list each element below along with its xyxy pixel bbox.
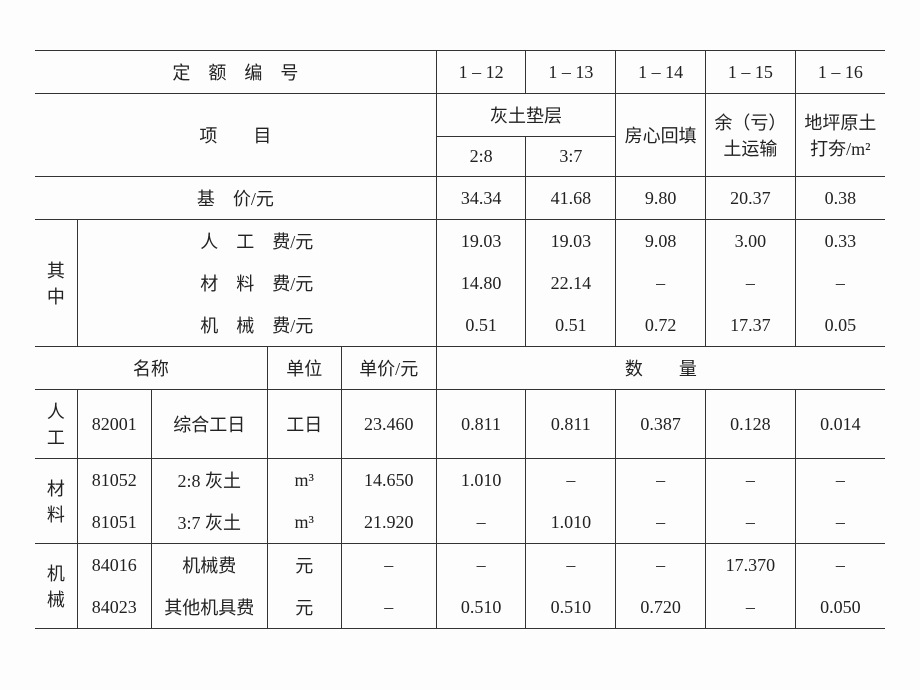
- surplus-soil: 余（亏）土运输: [705, 94, 795, 177]
- quota-num-label: 定 额 编 号: [35, 51, 436, 94]
- mat2-unit: m³: [267, 501, 341, 544]
- mach1-v2: –: [526, 544, 616, 587]
- material-fee-5: –: [795, 262, 885, 304]
- base-price-label: 基 价/元: [35, 177, 436, 220]
- mach2-name: 其他机具费: [151, 586, 267, 629]
- mat2-name: 3:7 灰土: [151, 501, 267, 544]
- labor-v3: 0.387: [616, 390, 706, 459]
- labor-name: 综合工日: [151, 390, 267, 459]
- mach1-v5: –: [795, 544, 885, 587]
- machine-fee-4: 17.37: [705, 304, 795, 347]
- mat2-price: 21.920: [341, 501, 436, 544]
- material-fee-2: 22.14: [526, 262, 616, 304]
- mat2-v2: 1.010: [526, 501, 616, 544]
- labor-price: 23.460: [341, 390, 436, 459]
- mach2-v3: 0.720: [616, 586, 706, 629]
- mach1-v1: –: [436, 544, 526, 587]
- code-3: 1 – 14: [616, 51, 706, 94]
- mat1-name: 2:8 灰土: [151, 459, 267, 502]
- mat2-code: 81051: [77, 501, 151, 544]
- ratio-37: 3:7: [526, 137, 616, 177]
- labor-cat: 人工: [35, 390, 77, 459]
- mach1-v3: –: [616, 544, 706, 587]
- mach1-code: 84016: [77, 544, 151, 587]
- mach1-name: 机械费: [151, 544, 267, 587]
- mach2-code: 84023: [77, 586, 151, 629]
- base-price-2: 41.68: [526, 177, 616, 220]
- mach2-v4: –: [705, 586, 795, 629]
- machine-fee-1: 0.51: [436, 304, 526, 347]
- quantity-header: 数 量: [436, 347, 885, 390]
- mat1-v2: –: [526, 459, 616, 502]
- labor-v2: 0.811: [526, 390, 616, 459]
- mach2-unit: 元: [267, 586, 341, 629]
- unit-price-header: 单价/元: [341, 347, 436, 390]
- name-header: 名称: [35, 347, 267, 390]
- quota-table: 定 额 编 号 1 – 12 1 – 13 1 – 14 1 – 15 1 – …: [35, 50, 885, 629]
- machine-fee-label: 机 械 费/元: [77, 304, 436, 347]
- base-price-3: 9.80: [616, 177, 706, 220]
- labor-v5: 0.014: [795, 390, 885, 459]
- labor-v4: 0.128: [705, 390, 795, 459]
- labor-fee-label: 人 工 费/元: [77, 220, 436, 263]
- machine-fee-5: 0.05: [795, 304, 885, 347]
- material-fee-3: –: [616, 262, 706, 304]
- project-label: 项 目: [35, 94, 436, 177]
- ground-tamping: 地坪原土打夯/m²: [795, 94, 885, 177]
- base-price-5: 0.38: [795, 177, 885, 220]
- mach1-price: –: [341, 544, 436, 587]
- base-price-1: 34.34: [436, 177, 526, 220]
- ratio-28: 2:8: [436, 137, 526, 177]
- code-1: 1 – 12: [436, 51, 526, 94]
- labor-fee-1: 19.03: [436, 220, 526, 263]
- machine-cat: 机械: [35, 544, 77, 629]
- mat1-unit: m³: [267, 459, 341, 502]
- labor-fee-4: 3.00: [705, 220, 795, 263]
- machine-fee-3: 0.72: [616, 304, 706, 347]
- mat1-v3: –: [616, 459, 706, 502]
- mach2-v5: 0.050: [795, 586, 885, 629]
- machine-fee-2: 0.51: [526, 304, 616, 347]
- mat1-v1: 1.010: [436, 459, 526, 502]
- mat2-v3: –: [616, 501, 706, 544]
- material-fee-1: 14.80: [436, 262, 526, 304]
- material-cat: 材料: [35, 459, 77, 544]
- mat1-v5: –: [795, 459, 885, 502]
- mat1-price: 14.650: [341, 459, 436, 502]
- unit-header: 单位: [267, 347, 341, 390]
- material-fee-4: –: [705, 262, 795, 304]
- mach1-unit: 元: [267, 544, 341, 587]
- labor-unit: 工日: [267, 390, 341, 459]
- labor-v1: 0.811: [436, 390, 526, 459]
- base-price-4: 20.37: [705, 177, 795, 220]
- mach2-v1: 0.510: [436, 586, 526, 629]
- mat1-v4: –: [705, 459, 795, 502]
- mat2-v5: –: [795, 501, 885, 544]
- code-4: 1 – 15: [705, 51, 795, 94]
- mat2-v4: –: [705, 501, 795, 544]
- house-backfill: 房心回填: [616, 94, 706, 177]
- mach2-price: –: [341, 586, 436, 629]
- code-5: 1 – 16: [795, 51, 885, 94]
- among-label: 其中: [35, 220, 77, 347]
- code-2: 1 – 13: [526, 51, 616, 94]
- labor-fee-5: 0.33: [795, 220, 885, 263]
- mach1-v4: 17.370: [705, 544, 795, 587]
- labor-fee-2: 19.03: [526, 220, 616, 263]
- labor-fee-3: 9.08: [616, 220, 706, 263]
- mat1-code: 81052: [77, 459, 151, 502]
- lime-cushion: 灰土垫层: [436, 94, 616, 137]
- material-fee-label: 材 料 费/元: [77, 262, 436, 304]
- mat2-v1: –: [436, 501, 526, 544]
- labor-code: 82001: [77, 390, 151, 459]
- mach2-v2: 0.510: [526, 586, 616, 629]
